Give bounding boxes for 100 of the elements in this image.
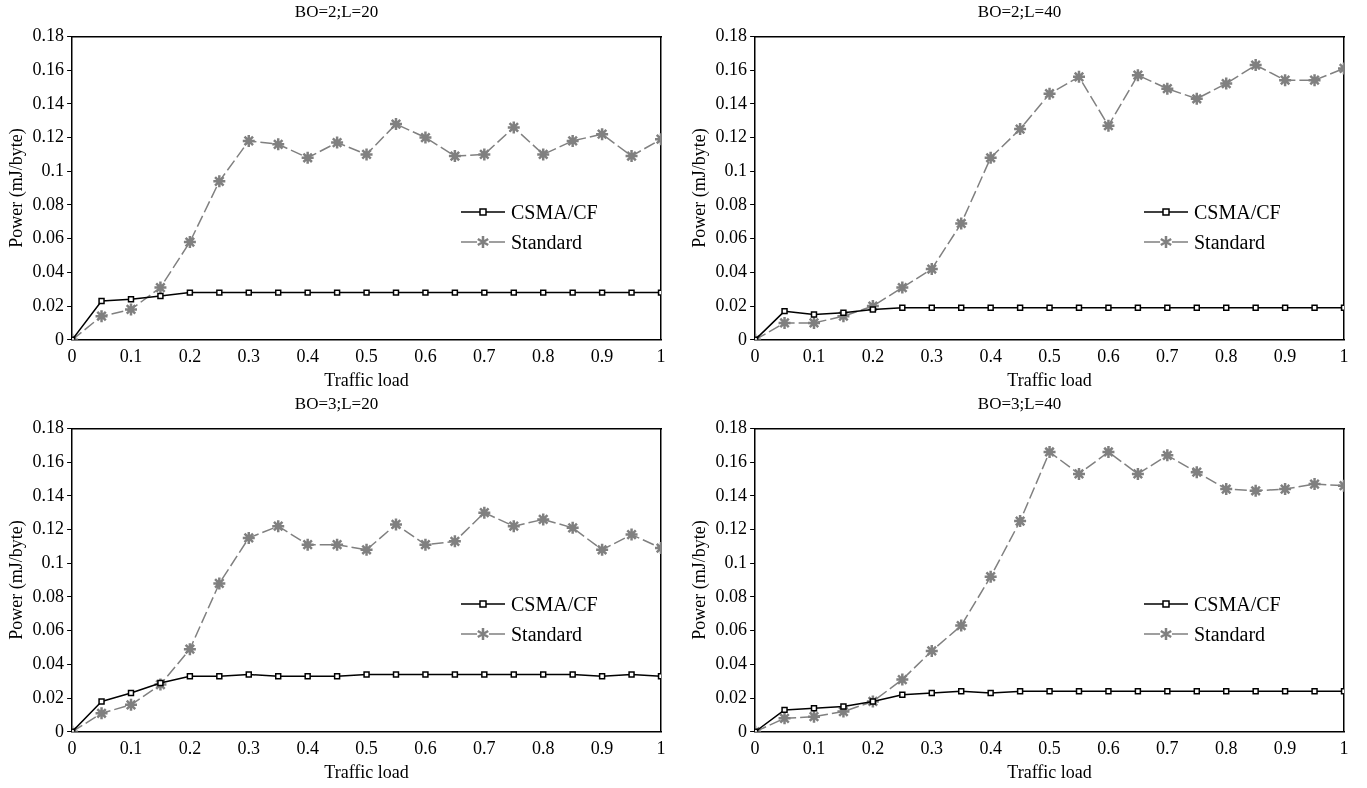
y-tick-label: 0.06 xyxy=(32,227,65,248)
legend-label: Standard xyxy=(511,230,583,256)
y-tick-label: 0.1 xyxy=(724,159,748,180)
y-tick-label: 0.18 xyxy=(32,25,65,46)
y-tick-label: 0.14 xyxy=(715,92,748,113)
y-tick-label: 0.04 xyxy=(715,653,748,674)
x-tick-label: 0.6 xyxy=(414,346,437,367)
legend-label: CSMA/CF xyxy=(1194,200,1281,226)
x-tick-label: 0.3 xyxy=(920,738,944,759)
x-tick-label: 1 xyxy=(1339,738,1349,759)
y-tick-label: 0 xyxy=(738,720,748,741)
y-tick-label: 0.08 xyxy=(715,193,748,214)
y-tick-label: 0.16 xyxy=(715,58,748,79)
x-tick-label: 0.1 xyxy=(802,346,826,367)
y-tick-label: 0.08 xyxy=(715,585,748,606)
y-tick-label: 0.14 xyxy=(32,484,65,505)
y-tick-label: 0.16 xyxy=(32,450,65,471)
chart-title: BO=2;L=20 xyxy=(294,1,379,21)
x-tick-label: 0.5 xyxy=(355,346,378,367)
y-tick-label: 0.02 xyxy=(715,294,748,315)
x-axis-title: Traffic load xyxy=(324,761,409,782)
legend-label: CSMA/CF xyxy=(511,200,598,226)
x-tick-label: 1 xyxy=(656,738,666,759)
x-tick-label: 0.5 xyxy=(355,738,378,759)
x-tick-label: 0.2 xyxy=(178,346,202,367)
x-tick-label: 0.9 xyxy=(590,346,614,367)
x-tick-label: 0.2 xyxy=(861,346,885,367)
y-tick-label: 0.04 xyxy=(715,261,748,282)
x-tick-label: 0.8 xyxy=(1214,346,1238,367)
y-tick-label: 0.12 xyxy=(32,126,65,147)
x-tick-label: 0.2 xyxy=(178,738,202,759)
x-tick-label: 0.1 xyxy=(119,346,143,367)
x-tick-label: 0.6 xyxy=(414,738,437,759)
x-tick-label: 0.2 xyxy=(861,738,885,759)
y-tick-label: 0.1 xyxy=(724,551,748,572)
x-tick-label: 0.1 xyxy=(802,738,826,759)
x-tick-label: 0.4 xyxy=(296,738,319,759)
x-tick-label: 0.5 xyxy=(1038,346,1061,367)
y-tick-label: 0.14 xyxy=(715,484,748,505)
x-tick-label: 0.4 xyxy=(979,738,1002,759)
x-tick-label: 0.1 xyxy=(119,738,143,759)
y-tick-label: 0.12 xyxy=(32,518,65,539)
y-tick-label: 0.1 xyxy=(41,159,65,180)
x-tick-label: 0.6 xyxy=(1097,738,1120,759)
y-tick-label: 0.08 xyxy=(32,585,65,606)
x-tick-label: 0.6 xyxy=(1097,346,1120,367)
y-tick-label: 0.18 xyxy=(715,417,748,438)
x-axis-title: Traffic load xyxy=(324,369,409,390)
x-tick-label: 0.7 xyxy=(473,738,496,759)
chart-title: BO=2;L=40 xyxy=(977,1,1062,21)
x-tick-label: 1 xyxy=(1339,346,1349,367)
x-tick-label: 0.5 xyxy=(1038,738,1061,759)
x-tick-label: 0.9 xyxy=(1273,738,1297,759)
y-axis-title: Power (mJ/byte) xyxy=(688,520,710,640)
y-tick-label: 0.16 xyxy=(715,450,748,471)
y-tick-label: 0.06 xyxy=(32,619,65,640)
x-tick-label: 0.8 xyxy=(531,738,555,759)
x-tick-label: 0.7 xyxy=(473,346,496,367)
chart-title: BO=3;L=20 xyxy=(294,393,379,413)
chart-title: BO=3;L=40 xyxy=(977,393,1062,413)
y-tick-label: 0.08 xyxy=(32,193,65,214)
legend-label: Standard xyxy=(1194,230,1266,256)
x-axis-title: Traffic load xyxy=(1007,369,1092,390)
y-axis-title: Power (mJ/byte) xyxy=(5,128,27,248)
y-tick-label: 0.18 xyxy=(32,417,65,438)
y-tick-label: 0.04 xyxy=(32,261,65,282)
legend-label: Standard xyxy=(511,622,583,648)
x-tick-label: 0.3 xyxy=(237,738,261,759)
y-tick-label: 0.06 xyxy=(715,619,748,640)
x-tick-label: 0.4 xyxy=(979,346,1002,367)
y-tick-label: 0.06 xyxy=(715,227,748,248)
x-tick-label: 0.9 xyxy=(1273,346,1297,367)
y-tick-label: 0.12 xyxy=(715,126,748,147)
x-tick-label: 1 xyxy=(656,346,666,367)
x-tick-label: 0.7 xyxy=(1156,346,1179,367)
x-tick-label: 0.8 xyxy=(1214,738,1238,759)
x-tick-label: 0.7 xyxy=(1156,738,1179,759)
x-tick-label: 0.8 xyxy=(531,346,555,367)
y-tick-label: 0 xyxy=(738,328,748,349)
legend-label: Standard xyxy=(1194,622,1266,648)
y-tick-label: 0.16 xyxy=(32,58,65,79)
y-tick-label: 0.02 xyxy=(715,686,748,707)
y-tick-label: 0 xyxy=(55,328,65,349)
y-tick-label: 0 xyxy=(55,720,65,741)
x-tick-label: 0.9 xyxy=(590,738,614,759)
y-tick-label: 0.12 xyxy=(715,518,748,539)
y-tick-label: 0.04 xyxy=(32,653,65,674)
y-axis-title: Power (mJ/byte) xyxy=(5,520,27,640)
y-tick-label: 0.1 xyxy=(41,551,65,572)
x-axis-title: Traffic load xyxy=(1007,761,1092,782)
y-tick-label: 0.02 xyxy=(32,686,65,707)
x-tick-label: 0.4 xyxy=(296,346,319,367)
legend-label: CSMA/CF xyxy=(1194,592,1281,618)
y-axis-title: Power (mJ/byte) xyxy=(688,128,710,248)
x-tick-label: 0.3 xyxy=(237,346,261,367)
x-tick-label: 0.3 xyxy=(920,346,944,367)
legend-label: CSMA/CF xyxy=(511,592,598,618)
y-tick-label: 0.02 xyxy=(32,294,65,315)
y-tick-label: 0.18 xyxy=(715,25,748,46)
y-tick-label: 0.14 xyxy=(32,92,65,113)
